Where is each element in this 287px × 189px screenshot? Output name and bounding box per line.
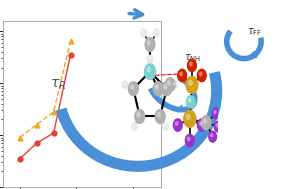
Circle shape [162, 82, 171, 96]
Text: $\tau_{\rm FF}$: $\tau_{\rm FF}$ [247, 26, 262, 38]
Circle shape [188, 59, 196, 72]
Circle shape [216, 124, 218, 127]
Circle shape [214, 110, 216, 114]
Circle shape [131, 85, 134, 89]
Circle shape [173, 119, 182, 131]
Circle shape [175, 122, 178, 125]
Circle shape [132, 123, 137, 130]
Circle shape [197, 69, 206, 82]
Circle shape [189, 98, 191, 102]
Circle shape [124, 83, 125, 85]
Circle shape [158, 113, 160, 117]
Text: $\tau_R$: $\tau_R$ [50, 77, 66, 92]
Circle shape [211, 134, 213, 137]
Circle shape [189, 80, 192, 85]
Circle shape [167, 81, 170, 85]
Circle shape [135, 109, 145, 123]
Circle shape [122, 81, 128, 89]
Circle shape [141, 29, 146, 37]
Circle shape [148, 57, 150, 59]
Circle shape [187, 96, 195, 108]
Circle shape [186, 76, 198, 93]
Circle shape [137, 113, 140, 117]
Circle shape [165, 78, 175, 92]
Circle shape [145, 37, 155, 51]
Circle shape [154, 29, 159, 37]
Circle shape [187, 137, 190, 141]
Circle shape [163, 123, 168, 130]
Circle shape [147, 67, 150, 72]
Circle shape [147, 55, 153, 63]
Circle shape [145, 64, 156, 79]
Circle shape [189, 62, 192, 66]
Circle shape [184, 110, 196, 127]
Circle shape [129, 82, 138, 96]
Circle shape [156, 85, 158, 89]
Circle shape [164, 85, 167, 89]
Circle shape [201, 116, 211, 130]
Circle shape [178, 69, 187, 82]
Circle shape [172, 81, 178, 89]
Circle shape [199, 122, 202, 125]
Circle shape [155, 109, 165, 123]
Circle shape [185, 134, 194, 147]
Circle shape [212, 108, 220, 119]
Circle shape [153, 82, 163, 96]
Text: $\tau_{\rm NH}$: $\tau_{\rm NH}$ [184, 53, 201, 64]
Circle shape [197, 119, 206, 131]
Circle shape [173, 83, 175, 85]
Circle shape [203, 119, 206, 123]
Circle shape [133, 124, 135, 127]
Circle shape [187, 114, 190, 119]
Circle shape [147, 41, 150, 45]
Circle shape [164, 124, 166, 127]
Circle shape [155, 31, 157, 33]
Circle shape [142, 31, 144, 33]
Circle shape [209, 131, 216, 142]
Circle shape [214, 121, 222, 132]
Circle shape [199, 72, 202, 76]
Circle shape [180, 72, 182, 76]
